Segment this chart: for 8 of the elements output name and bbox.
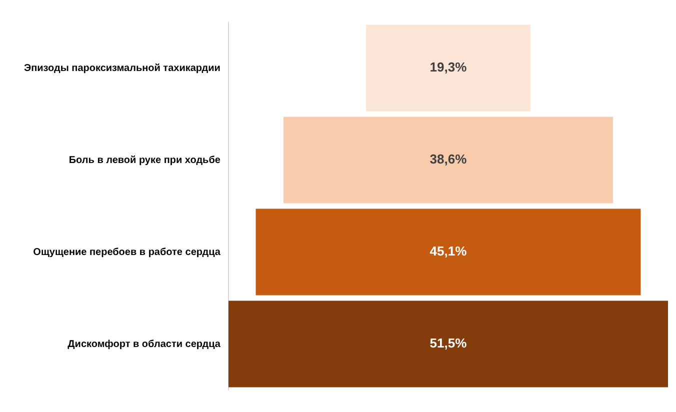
- category-label: Эпизоды пароксизмальной тахикардии: [24, 62, 220, 74]
- data-label: 38,6%: [430, 152, 468, 167]
- category-label: Дискомфорт в области сердца: [68, 338, 221, 350]
- data-label: 45,1%: [430, 244, 468, 259]
- category-label: Ощущение перебоев в работе сердца: [33, 246, 221, 258]
- category-label: Боль в левой руке при ходьбе: [68, 154, 221, 166]
- data-label: 19,3%: [430, 60, 468, 75]
- data-label: 51,5%: [430, 336, 468, 351]
